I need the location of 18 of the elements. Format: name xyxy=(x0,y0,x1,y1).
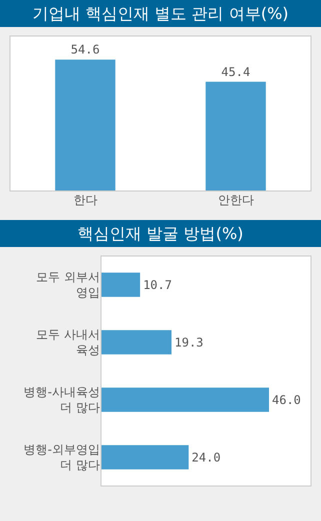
bar xyxy=(101,272,140,297)
bar xyxy=(101,330,172,354)
data-label: 10.7 xyxy=(143,278,172,292)
x-tick-label: 안한다 xyxy=(218,193,254,207)
y-tick-label: 모두 사내서 육성 xyxy=(36,328,100,358)
y-tick-label: 병행-외부영입 더 많다 xyxy=(24,442,100,472)
bar xyxy=(101,445,189,470)
data-label: 19.3 xyxy=(174,335,204,350)
chart-title: 기업내 핵심인재 별도 관리 여부(%) xyxy=(0,0,321,27)
bar xyxy=(101,388,269,412)
x-tick-label: 한다 xyxy=(73,193,98,207)
data-label: 45.4 xyxy=(221,64,250,79)
y-tick-label: 병행-사내육성 더 많다 xyxy=(24,385,100,415)
data-label: 24.0 xyxy=(192,450,221,464)
data-label: 54.6 xyxy=(70,42,100,57)
data-label: 46.0 xyxy=(272,392,301,407)
y-tick-label: 모두 외부서 영입 xyxy=(36,270,100,300)
chart-title: 핵심인재 발굴 방법(%) xyxy=(0,220,321,247)
